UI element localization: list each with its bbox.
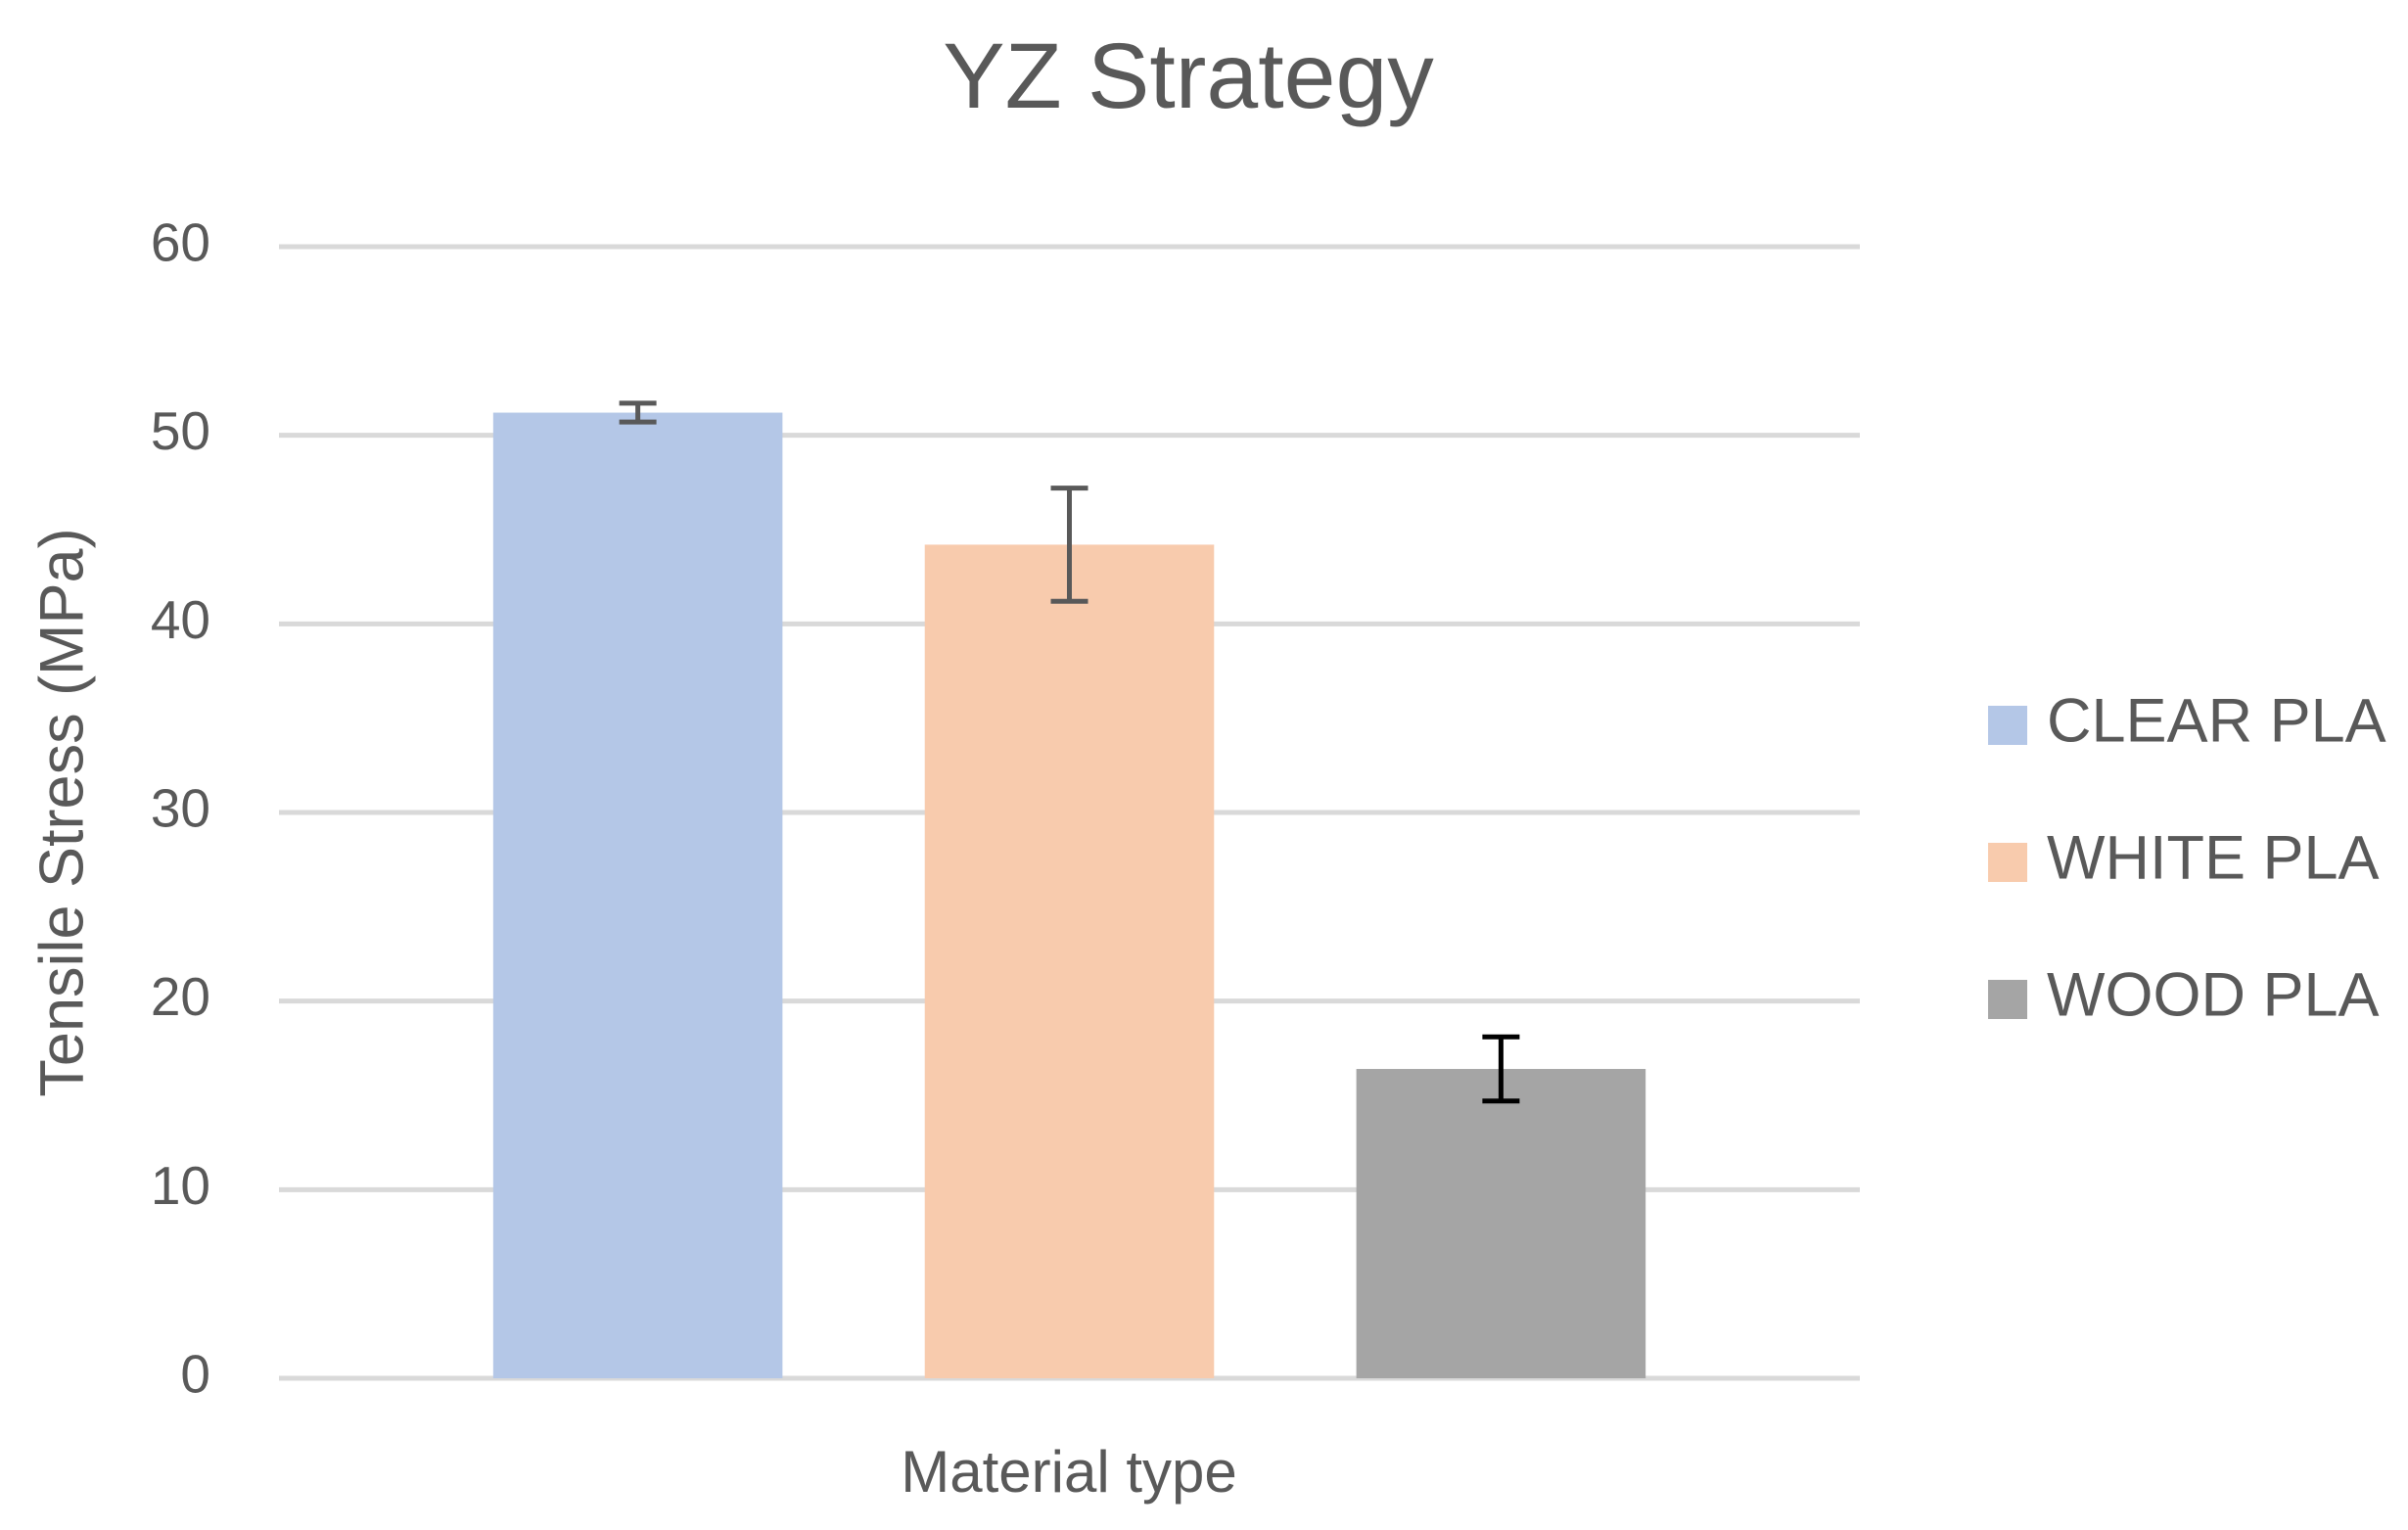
legend-swatch [1988,843,2027,882]
bar [492,412,783,1379]
y-tick-label: 0 [180,1344,210,1405]
bar [924,544,1215,1378]
legend-label: WOOD PLA [2047,961,2380,1030]
y-tick-label: 30 [151,778,210,839]
x-axis-label: Material type [901,1439,1236,1505]
bar [1356,1069,1646,1378]
chart-title: YZ Strategy [943,24,1434,128]
error-bar [619,400,657,425]
y-tick-label: 50 [151,400,210,461]
y-tick-label: 10 [151,1155,210,1216]
legend-label: CLEAR PLA [2047,687,2386,756]
y-tick-label: 20 [151,966,210,1027]
legend-label: WHITE PLA [2047,824,2380,893]
y-axis-label: Tensile Stress (MPa) [28,528,97,1096]
legend-swatch [1988,706,2027,745]
y-tick-label: 40 [151,589,210,650]
legend-swatch [1988,980,2027,1019]
error-bar [1050,486,1088,604]
error-bar [1482,1034,1520,1104]
y-tick-label: 60 [151,212,210,273]
